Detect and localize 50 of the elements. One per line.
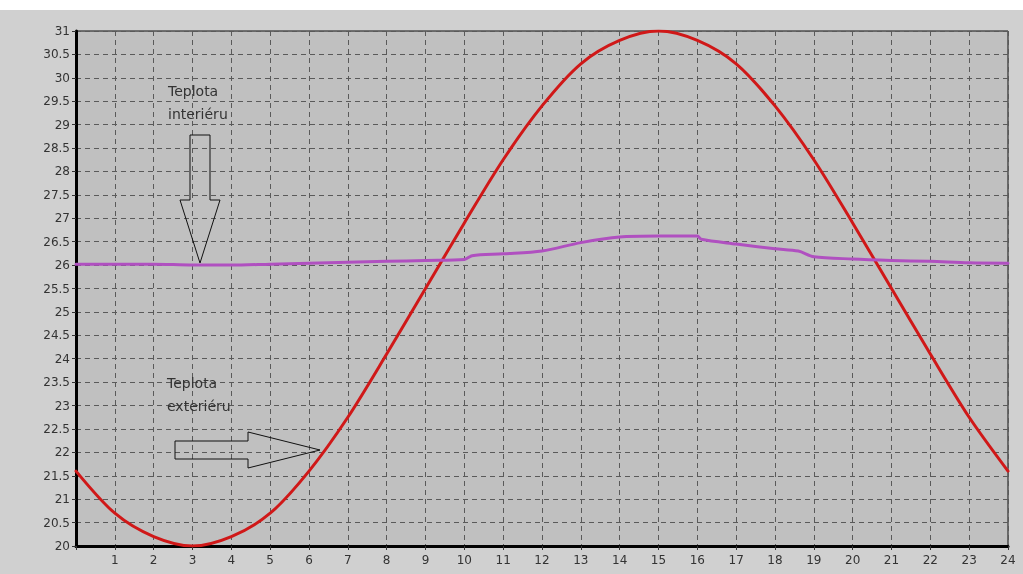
- x-tick-label: 23: [961, 553, 977, 567]
- y-tick-label: 20.5: [43, 515, 70, 530]
- x-tick-label: 24: [1000, 553, 1016, 567]
- y-tick-label: 28: [54, 164, 70, 179]
- y-tick-label: 23.5: [43, 375, 70, 390]
- x-tick-label: 15: [650, 553, 667, 567]
- x-tick-label: 22: [922, 553, 938, 567]
- x-tick-label: 2: [149, 553, 158, 567]
- x-tick-label: 3: [188, 553, 197, 567]
- y-tick-label: 24.5: [43, 328, 70, 343]
- y-tick-label: 26: [54, 258, 70, 273]
- x-tick-label: 1: [111, 553, 119, 567]
- annotation: Teplota interiéru: [168, 82, 228, 124]
- y-tick-label: 29.5: [43, 94, 70, 109]
- y-tick-label: 27: [54, 211, 70, 226]
- line-series: [74, 29, 1010, 548]
- x-tick-label: 10: [456, 553, 472, 567]
- y-tick-label: 24: [54, 351, 70, 366]
- x-tick-label: 5: [266, 553, 274, 567]
- y-tick-label: 30: [54, 70, 70, 85]
- x-tick-label: 16: [689, 553, 705, 567]
- x-tick-label: 4: [227, 553, 236, 567]
- y-tick-label: 21.5: [43, 468, 70, 483]
- y-tick-label: 28.5: [43, 141, 70, 156]
- y-tick-label: 25.5: [43, 281, 70, 296]
- x-tick-label: 18: [767, 553, 783, 567]
- x-tick-label: 11: [495, 553, 511, 567]
- y-tick-label: 27.5: [43, 187, 70, 202]
- y-tick-label: 22.5: [43, 421, 70, 436]
- y-tick-label: 25: [54, 304, 70, 319]
- x-tick-label: 13: [573, 553, 589, 567]
- x-tick-label: 9: [421, 553, 430, 567]
- y-tick-label: 30.5: [43, 47, 70, 62]
- y-tick-label: 26.5: [43, 234, 70, 249]
- x-tick-label: 21: [883, 553, 900, 567]
- y-tick-label: 23: [54, 398, 70, 413]
- x-tick-label: 7: [344, 553, 352, 567]
- line-series: [74, 234, 1010, 267]
- y-tick-label: 20: [54, 539, 70, 553]
- x-tick-label: 20: [845, 553, 861, 567]
- y-tick-label: 22: [54, 445, 70, 460]
- x-tick-label: 17: [728, 553, 744, 567]
- y-tick-label: 31: [54, 24, 70, 38]
- y-tick-label: 21: [54, 492, 70, 507]
- x-tick-label: 12: [534, 553, 550, 567]
- x-tick-label: 14: [612, 553, 628, 567]
- x-tick-label: 19: [806, 553, 822, 567]
- y-tick-label: 29: [54, 117, 70, 132]
- x-tick-label: 6: [305, 553, 313, 567]
- x-tick-label: 8: [382, 553, 391, 567]
